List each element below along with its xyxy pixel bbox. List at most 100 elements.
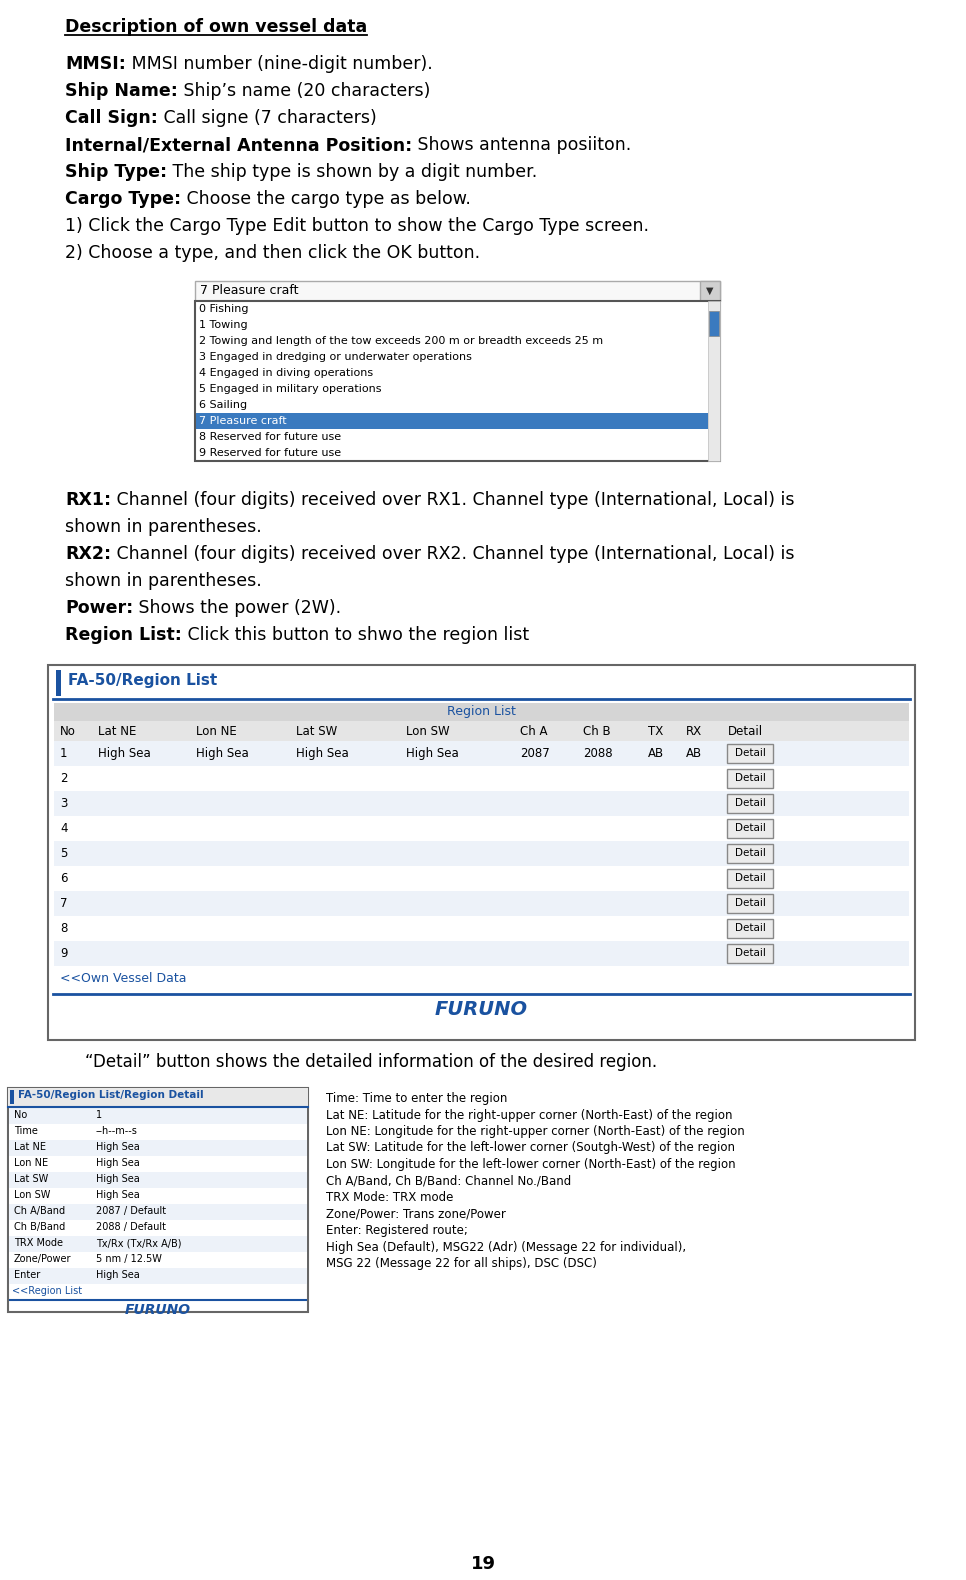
Text: Ship’s name (20 characters): Ship’s name (20 characters)	[178, 82, 430, 100]
Text: MMSI number (nine-digit number).: MMSI number (nine-digit number).	[126, 55, 433, 73]
Text: Zone/Power: Zone/Power	[14, 1255, 71, 1264]
Text: Lon SW: Lon SW	[406, 725, 449, 738]
Text: Detail: Detail	[734, 798, 765, 807]
FancyBboxPatch shape	[727, 818, 773, 837]
FancyBboxPatch shape	[10, 1090, 14, 1104]
Text: 2088 / Default: 2088 / Default	[96, 1221, 166, 1232]
Text: MSG 22 (Message 22 for all ships), DSC (DSC): MSG 22 (Message 22 for all ships), DSC (…	[326, 1258, 597, 1270]
Text: High Sea: High Sea	[96, 1270, 140, 1280]
Text: 2 Towing and length of the tow exceeds 200 m or breadth exceeds 25 m: 2 Towing and length of the tow exceeds 2…	[199, 337, 603, 346]
Text: Detail: Detail	[734, 923, 765, 934]
Text: Shows the power (2W).: Shows the power (2W).	[133, 599, 341, 618]
Text: TRX Mode: TRX mode: TRX Mode: TRX mode	[326, 1191, 453, 1204]
Text: Detail: Detail	[734, 874, 765, 883]
Text: 4: 4	[60, 822, 68, 834]
Text: 1: 1	[96, 1111, 102, 1120]
Text: Ch A/Band, Ch B/Band: Channel No./Band: Ch A/Band, Ch B/Band: Channel No./Band	[326, 1174, 571, 1188]
FancyBboxPatch shape	[9, 1236, 307, 1251]
Text: Lat SW: Latitude for the left-lower corner (Soutgh-West) of the region: Lat SW: Latitude for the left-lower corn…	[326, 1141, 735, 1155]
FancyBboxPatch shape	[54, 866, 909, 891]
Text: 5 Engaged in military operations: 5 Engaged in military operations	[199, 384, 382, 393]
FancyBboxPatch shape	[9, 1172, 307, 1188]
Text: 2087: 2087	[520, 747, 550, 760]
Text: High Sea (Default), MSG22 (Adr) (Message 22 for individual),: High Sea (Default), MSG22 (Adr) (Message…	[326, 1240, 686, 1253]
Text: Lon NE: Lon NE	[14, 1158, 48, 1168]
Text: AB: AB	[648, 747, 665, 760]
Text: 6: 6	[60, 872, 68, 885]
Text: Ch B: Ch B	[583, 725, 611, 738]
FancyBboxPatch shape	[727, 744, 773, 763]
Text: Detail: Detail	[734, 897, 765, 908]
FancyBboxPatch shape	[8, 1089, 308, 1106]
Text: FA-50/Region List/Region Detail: FA-50/Region List/Region Detail	[18, 1090, 204, 1100]
Text: High Sea: High Sea	[96, 1190, 140, 1199]
Text: Lat NE: Lat NE	[98, 725, 136, 738]
FancyBboxPatch shape	[48, 665, 915, 1040]
Text: 1: 1	[60, 747, 68, 760]
Text: No: No	[14, 1111, 27, 1120]
FancyBboxPatch shape	[8, 1089, 308, 1311]
Text: 8 Reserved for future use: 8 Reserved for future use	[199, 431, 341, 442]
FancyBboxPatch shape	[54, 703, 909, 720]
Text: Time: Time	[14, 1127, 38, 1136]
FancyBboxPatch shape	[54, 741, 909, 766]
Text: Call signe (7 characters): Call signe (7 characters)	[157, 109, 377, 126]
Text: High Sea: High Sea	[296, 747, 349, 760]
Text: --h--m--s: --h--m--s	[96, 1127, 138, 1136]
Text: Channel (four digits) received over RX2. Channel type (International, Local) is: Channel (four digits) received over RX2.…	[111, 545, 795, 562]
Text: <<Region List: <<Region List	[12, 1286, 82, 1296]
FancyBboxPatch shape	[727, 943, 773, 962]
Text: No: No	[60, 725, 76, 738]
FancyBboxPatch shape	[727, 769, 773, 788]
FancyBboxPatch shape	[708, 302, 720, 461]
Text: FA-50/Region List: FA-50/Region List	[68, 673, 217, 687]
FancyBboxPatch shape	[9, 1251, 307, 1269]
Text: Zone/Power: Trans zone/Power: Zone/Power: Trans zone/Power	[326, 1207, 506, 1220]
FancyBboxPatch shape	[54, 815, 909, 841]
FancyBboxPatch shape	[56, 670, 61, 697]
FancyBboxPatch shape	[9, 1220, 307, 1236]
Text: 19: 19	[470, 1555, 496, 1574]
Text: FURUNO: FURUNO	[125, 1304, 191, 1318]
Text: Time: Time to enter the region: Time: Time to enter the region	[326, 1092, 507, 1104]
Text: 3 Engaged in dredging or underwater operations: 3 Engaged in dredging or underwater oper…	[199, 352, 471, 362]
Text: 7: 7	[60, 897, 68, 910]
Text: Lat SW: Lat SW	[14, 1174, 48, 1183]
Text: Enter: Registered route;: Enter: Registered route;	[326, 1224, 468, 1237]
FancyBboxPatch shape	[9, 1141, 307, 1157]
Text: RX: RX	[686, 725, 702, 738]
Text: 2087 / Default: 2087 / Default	[96, 1206, 166, 1217]
Text: Lon NE: Longitude for the right-upper corner (North-East) of the region: Lon NE: Longitude for the right-upper co…	[326, 1125, 745, 1138]
Text: High Sea: High Sea	[96, 1142, 140, 1152]
Text: Ch B/Band: Ch B/Band	[14, 1221, 66, 1232]
Text: Enter: Enter	[14, 1270, 41, 1280]
FancyBboxPatch shape	[700, 281, 720, 302]
FancyBboxPatch shape	[9, 1188, 307, 1204]
Text: Power:: Power:	[65, 599, 133, 618]
FancyBboxPatch shape	[727, 894, 773, 913]
FancyBboxPatch shape	[54, 720, 909, 741]
Text: Region List: Region List	[447, 705, 516, 717]
FancyBboxPatch shape	[195, 281, 720, 302]
Text: High Sea: High Sea	[96, 1174, 140, 1183]
Text: <<Own Vessel Data: <<Own Vessel Data	[60, 972, 186, 984]
Text: Detail: Detail	[734, 747, 765, 758]
Text: 1) Click the Cargo Type Edit button to show the Cargo Type screen.: 1) Click the Cargo Type Edit button to s…	[65, 216, 649, 235]
FancyBboxPatch shape	[54, 891, 909, 916]
Text: Ch A: Ch A	[520, 725, 548, 738]
Text: Internal/External Antenna Position:: Internal/External Antenna Position:	[65, 136, 412, 153]
FancyBboxPatch shape	[54, 942, 909, 965]
Text: 2088: 2088	[583, 747, 612, 760]
Text: shown in parentheses.: shown in parentheses.	[65, 518, 262, 536]
Text: RX1:: RX1:	[65, 491, 111, 509]
Text: shown in parentheses.: shown in parentheses.	[65, 572, 262, 589]
FancyBboxPatch shape	[727, 920, 773, 939]
FancyBboxPatch shape	[54, 792, 909, 815]
Text: Lon SW: Lon SW	[14, 1190, 50, 1199]
Text: Lon NE: Lon NE	[196, 725, 237, 738]
Text: Channel (four digits) received over RX1. Channel type (International, Local) is: Channel (four digits) received over RX1.…	[111, 491, 795, 509]
Text: Ship Type:: Ship Type:	[65, 163, 167, 182]
Text: 3: 3	[60, 796, 68, 811]
Text: 2) Choose a type, and then click the OK button.: 2) Choose a type, and then click the OK …	[65, 243, 480, 262]
Text: RX2:: RX2:	[65, 545, 111, 562]
